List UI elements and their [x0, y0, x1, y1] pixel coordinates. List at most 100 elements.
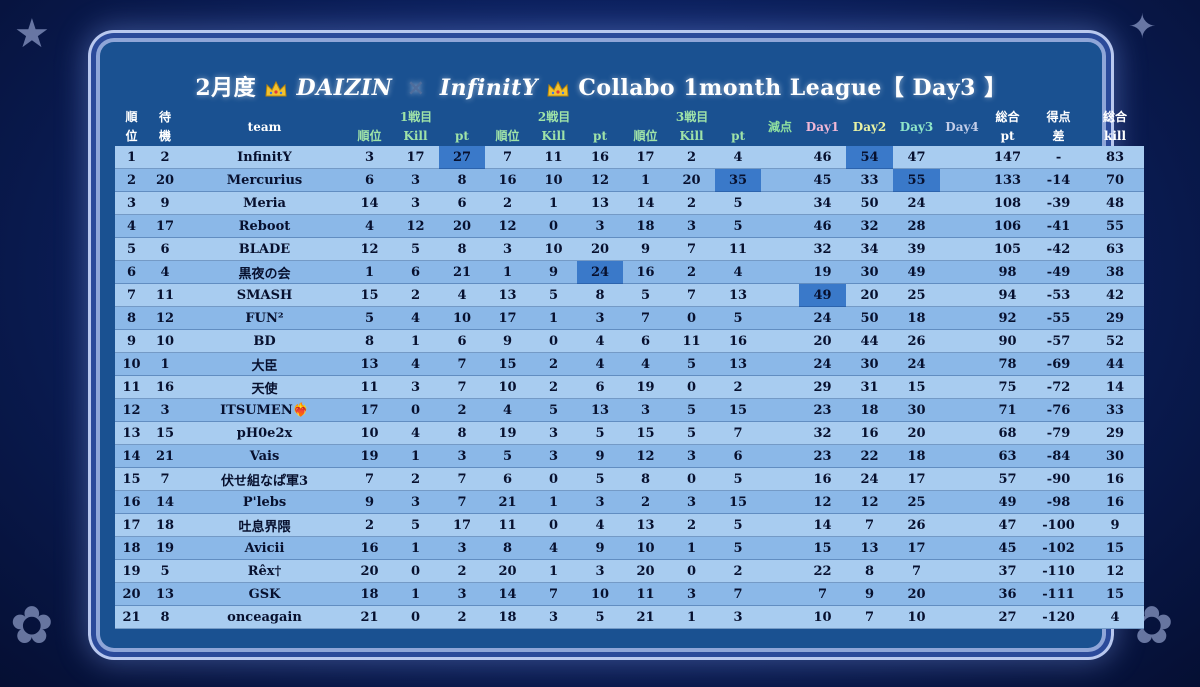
- cell-day4: [940, 352, 985, 376]
- cell-r2-rank: 13: [485, 283, 531, 307]
- cell-r2-kill: 3: [530, 605, 578, 629]
- cell-r2-kill: 0: [530, 467, 578, 491]
- standings-body: 1 2 InfinitY 3 17 27 7 11 16 17 2 4 46 54 47 147-83 2 20 M…: [115, 146, 1145, 629]
- cell-team: 吐息界隈: [182, 513, 347, 537]
- cell-r3-pt: 5: [715, 536, 762, 560]
- cell-r1-pt: 21: [439, 260, 486, 284]
- cell-r3-kill: 2: [668, 260, 716, 284]
- cell-total-pt: 75: [984, 375, 1032, 399]
- cell-penalty: [761, 352, 800, 376]
- cell-day1: 32: [799, 421, 847, 445]
- cell-day2: 9: [846, 582, 894, 606]
- header-rank: 順: [125, 109, 138, 124]
- cell-r2-pt: 24: [577, 260, 624, 284]
- cell-r1-pt: 10: [439, 306, 486, 330]
- header-diff: 得点: [1046, 109, 1071, 124]
- cell-r1-rank: 8: [347, 329, 392, 353]
- cell-total-pt: 45: [984, 536, 1032, 560]
- cell-total-pt: 37: [984, 559, 1032, 583]
- cell-r2-pt: 3: [577, 559, 624, 583]
- cell-r1-kill: 3: [392, 168, 439, 192]
- cell-r1-kill: 2: [392, 467, 439, 491]
- cell-r1-pt: 7: [439, 467, 486, 491]
- cell-team: 大臣: [182, 352, 347, 376]
- cell-day1: 19: [799, 260, 847, 284]
- cell-day4: [940, 329, 985, 353]
- cell-penalty: [761, 214, 800, 238]
- cell-r2-kill: 9: [530, 260, 578, 284]
- cell-r1-kill: 4: [392, 352, 439, 376]
- table-row: 8 12 FUN² 5 4 10 17 1 3 7 0 5 24 50 18 92 -55 29: [115, 306, 1145, 330]
- cell-team: pH0e2x: [182, 421, 347, 445]
- cell-r1-kill: 1: [392, 329, 439, 353]
- cell-r1-pt: 8: [439, 237, 486, 261]
- cell-r2-rank: 1: [485, 260, 531, 284]
- cell-day4: [940, 421, 985, 445]
- cell-day2: 16: [846, 421, 894, 445]
- cell-r1-rank: 5: [347, 306, 392, 330]
- cell-r2-pt: 4: [577, 513, 624, 537]
- cell-r3-rank: 8: [623, 467, 669, 491]
- cell-r2-kill: 2: [530, 375, 578, 399]
- cell-r2-pt: 12: [577, 168, 624, 192]
- cell-r3-pt: 2: [715, 375, 762, 399]
- header-round2: 2戦目: [537, 109, 571, 124]
- cell-r3-rank: 12: [623, 444, 669, 468]
- cell-r1-kill: 6: [392, 260, 439, 284]
- cell-r2-rank: 3: [485, 237, 531, 261]
- cell-diff: -: [1031, 146, 1087, 169]
- cell-r1-pt: 3: [439, 536, 486, 560]
- cell-day1: 23: [799, 398, 847, 422]
- cell-rank: 7: [115, 283, 148, 307]
- cell-day2: 24: [846, 467, 894, 491]
- cell-r3-rank: 14: [623, 191, 669, 215]
- cell-r3-pt: 5: [715, 306, 762, 330]
- title-brand-infinity: InfinitY: [439, 75, 539, 101]
- cell-total-pt: 147: [984, 146, 1032, 169]
- cell-r3-kill: 3: [668, 444, 716, 468]
- table-row: 10 1 大臣 13 4 7 15 2 4 4 5 13 24 30 24 78 -69 44: [115, 352, 1145, 376]
- cell-day4: [940, 375, 985, 399]
- cell-day3: 25: [893, 490, 941, 514]
- cell-penalty: [761, 237, 800, 261]
- cell-day2: 54: [846, 146, 894, 169]
- title-suffix: Collabo 1month League【 Day3 】: [578, 75, 1007, 101]
- cell-r3-kill: 2: [668, 191, 716, 215]
- cell-penalty: [761, 444, 800, 468]
- cell-r3-rank: 19: [623, 375, 669, 399]
- cell-diff: -39: [1031, 191, 1087, 215]
- cell-r1-kill: 5: [392, 513, 439, 537]
- cell-total-pt: 92: [984, 306, 1032, 330]
- cell-rank: 15: [115, 467, 148, 491]
- cell-team: Reboot: [182, 214, 347, 238]
- header-r3-kill: Kill: [679, 128, 704, 143]
- cell-r3-rank: 4: [623, 352, 669, 376]
- cell-total-kill: 4: [1086, 605, 1145, 629]
- cell-penalty: [761, 513, 800, 537]
- cell-day4: [940, 605, 985, 629]
- table-row: 3 9 Meria 14 3 6 2 1 13 14 2 5 34 50 24 108 -39 48: [115, 191, 1145, 215]
- cell-r1-kill: 1: [392, 536, 439, 560]
- cell-r2-pt: 4: [577, 329, 624, 353]
- cell-r3-pt: 15: [715, 490, 762, 514]
- cell-r3-kill: 5: [668, 352, 716, 376]
- cell-r1-rank: 7: [347, 467, 392, 491]
- cell-team: 伏せ組なぱ軍3: [182, 467, 347, 491]
- cell-day3: 24: [893, 352, 941, 376]
- cell-diff: -69: [1031, 352, 1087, 376]
- cell-rank: 14: [115, 444, 148, 468]
- table-row: 6 4 黒夜の会 1 6 21 1 9 24 16 2 4 19 30 49 98 -49 38: [115, 260, 1145, 284]
- cell-r2-rank: 12: [485, 214, 531, 238]
- table-row: 5 6 BLADE 12 5 8 3 10 20 9 7 11 32 34 39 105 -42 63: [115, 237, 1145, 261]
- cell-wait: 18: [148, 513, 182, 537]
- cell-r3-kill: 20: [668, 168, 716, 192]
- cell-rank: 9: [115, 329, 148, 353]
- cell-wait: 7: [148, 467, 182, 491]
- cell-r2-kill: 11: [530, 146, 578, 169]
- cell-r2-rank: 11: [485, 513, 531, 537]
- cell-wait: 2: [148, 146, 182, 169]
- cell-total-kill: 52: [1086, 329, 1145, 353]
- cell-day3: 24: [893, 191, 941, 215]
- cell-wait: 4: [148, 260, 182, 284]
- header-diff-2: 差: [1052, 128, 1065, 143]
